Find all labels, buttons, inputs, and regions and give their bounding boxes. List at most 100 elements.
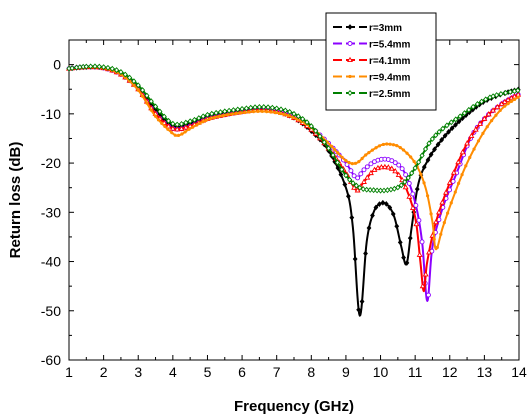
series-marker [476, 139, 481, 143]
series-marker [446, 128, 452, 135]
series-marker [498, 90, 504, 97]
series-marker [230, 107, 237, 114]
series-marker [163, 124, 167, 129]
series-marker [269, 110, 273, 114]
series-marker [405, 174, 411, 181]
series-marker [374, 146, 378, 150]
y-axis-title: Return loss (dB) [7, 142, 24, 259]
series-marker [406, 193, 413, 199]
series-marker [260, 109, 264, 114]
series-marker [509, 99, 514, 103]
series-marker [252, 110, 256, 114]
series-marker [243, 110, 247, 115]
series-marker [347, 176, 353, 183]
series-marker [391, 185, 397, 192]
series-marker [136, 88, 140, 92]
legend-box [325, 12, 437, 111]
series-marker [351, 184, 358, 190]
series-marker [358, 171, 364, 177]
series-marker [403, 172, 409, 178]
series-marker [449, 125, 455, 132]
series-marker [392, 160, 398, 166]
series-marker [413, 220, 420, 227]
series-marker [153, 114, 158, 118]
series-marker [132, 83, 136, 87]
series-marker [204, 111, 211, 118]
series-marker [416, 217, 422, 223]
y-tick-label: -30 [41, 204, 61, 220]
series-marker [360, 156, 364, 161]
series-marker [490, 107, 497, 113]
series-marker [336, 151, 340, 155]
series-marker [405, 151, 409, 155]
series-marker [419, 172, 423, 176]
series-marker [235, 106, 241, 113]
series-marker [371, 187, 377, 194]
series-marker [364, 164, 370, 170]
series-marker [404, 259, 410, 266]
series-marker [388, 142, 392, 146]
legend-item: r=2.5mm [333, 89, 411, 100]
series-marker [196, 115, 202, 122]
series-marker [329, 144, 334, 148]
series-marker [69, 65, 75, 72]
series-marker [83, 63, 89, 70]
series-marker [464, 140, 471, 146]
legend-label: r=3mm [369, 23, 402, 34]
series-marker [287, 108, 293, 115]
series-marker [347, 41, 353, 46]
series-marker [481, 131, 485, 135]
series-marker [139, 87, 146, 94]
series-marker [350, 180, 356, 187]
series-marker [425, 249, 432, 255]
series-marker [439, 232, 443, 236]
series-marker [157, 108, 163, 115]
series-marker [217, 114, 221, 119]
series-marker [345, 193, 351, 200]
x-tick-label: 4 [169, 364, 177, 380]
x-tick-label: 5 [204, 364, 212, 380]
legend-label: r=4.1mm [369, 56, 411, 67]
series-marker [485, 111, 492, 117]
series-marker [176, 133, 181, 138]
series-marker [200, 113, 206, 120]
series-marker [140, 94, 145, 98]
series-marker [395, 171, 402, 177]
series-marker [351, 173, 357, 179]
series-marker [407, 235, 413, 241]
series-marker [412, 165, 418, 171]
series-marker [367, 169, 374, 176]
series-marker [416, 159, 422, 166]
series-marker [264, 110, 269, 114]
series-marker [256, 103, 262, 110]
series-marker [401, 254, 406, 261]
series-marker [422, 271, 429, 277]
x-tick-label: 14 [511, 364, 527, 380]
series-marker [399, 176, 406, 183]
x-tick-label: 11 [408, 364, 423, 380]
series-marker [439, 199, 446, 205]
series-marker [347, 56, 353, 63]
series-marker [464, 164, 468, 168]
series-marker [435, 209, 442, 215]
series-marker [304, 119, 310, 126]
series-marker [161, 113, 167, 120]
series-marker [470, 103, 476, 110]
series-marker [498, 108, 502, 112]
series-marker [364, 186, 370, 193]
legend-item: r=3mm [333, 23, 402, 34]
y-tick-label: -40 [41, 254, 61, 270]
series-marker [394, 223, 400, 230]
series-marker [356, 306, 362, 313]
series-marker [363, 250, 368, 257]
series-marker [409, 170, 415, 177]
series-marker [170, 120, 176, 127]
series-marker [247, 110, 251, 114]
series-marker [442, 221, 446, 225]
series-marker [370, 212, 375, 219]
series-marker [466, 106, 472, 113]
series-marker [435, 141, 441, 148]
legend-items: r=3mm r=5.4mm r=4.1mm r=9.4mm r=2.5mm [333, 23, 411, 100]
series-marker [92, 63, 98, 70]
